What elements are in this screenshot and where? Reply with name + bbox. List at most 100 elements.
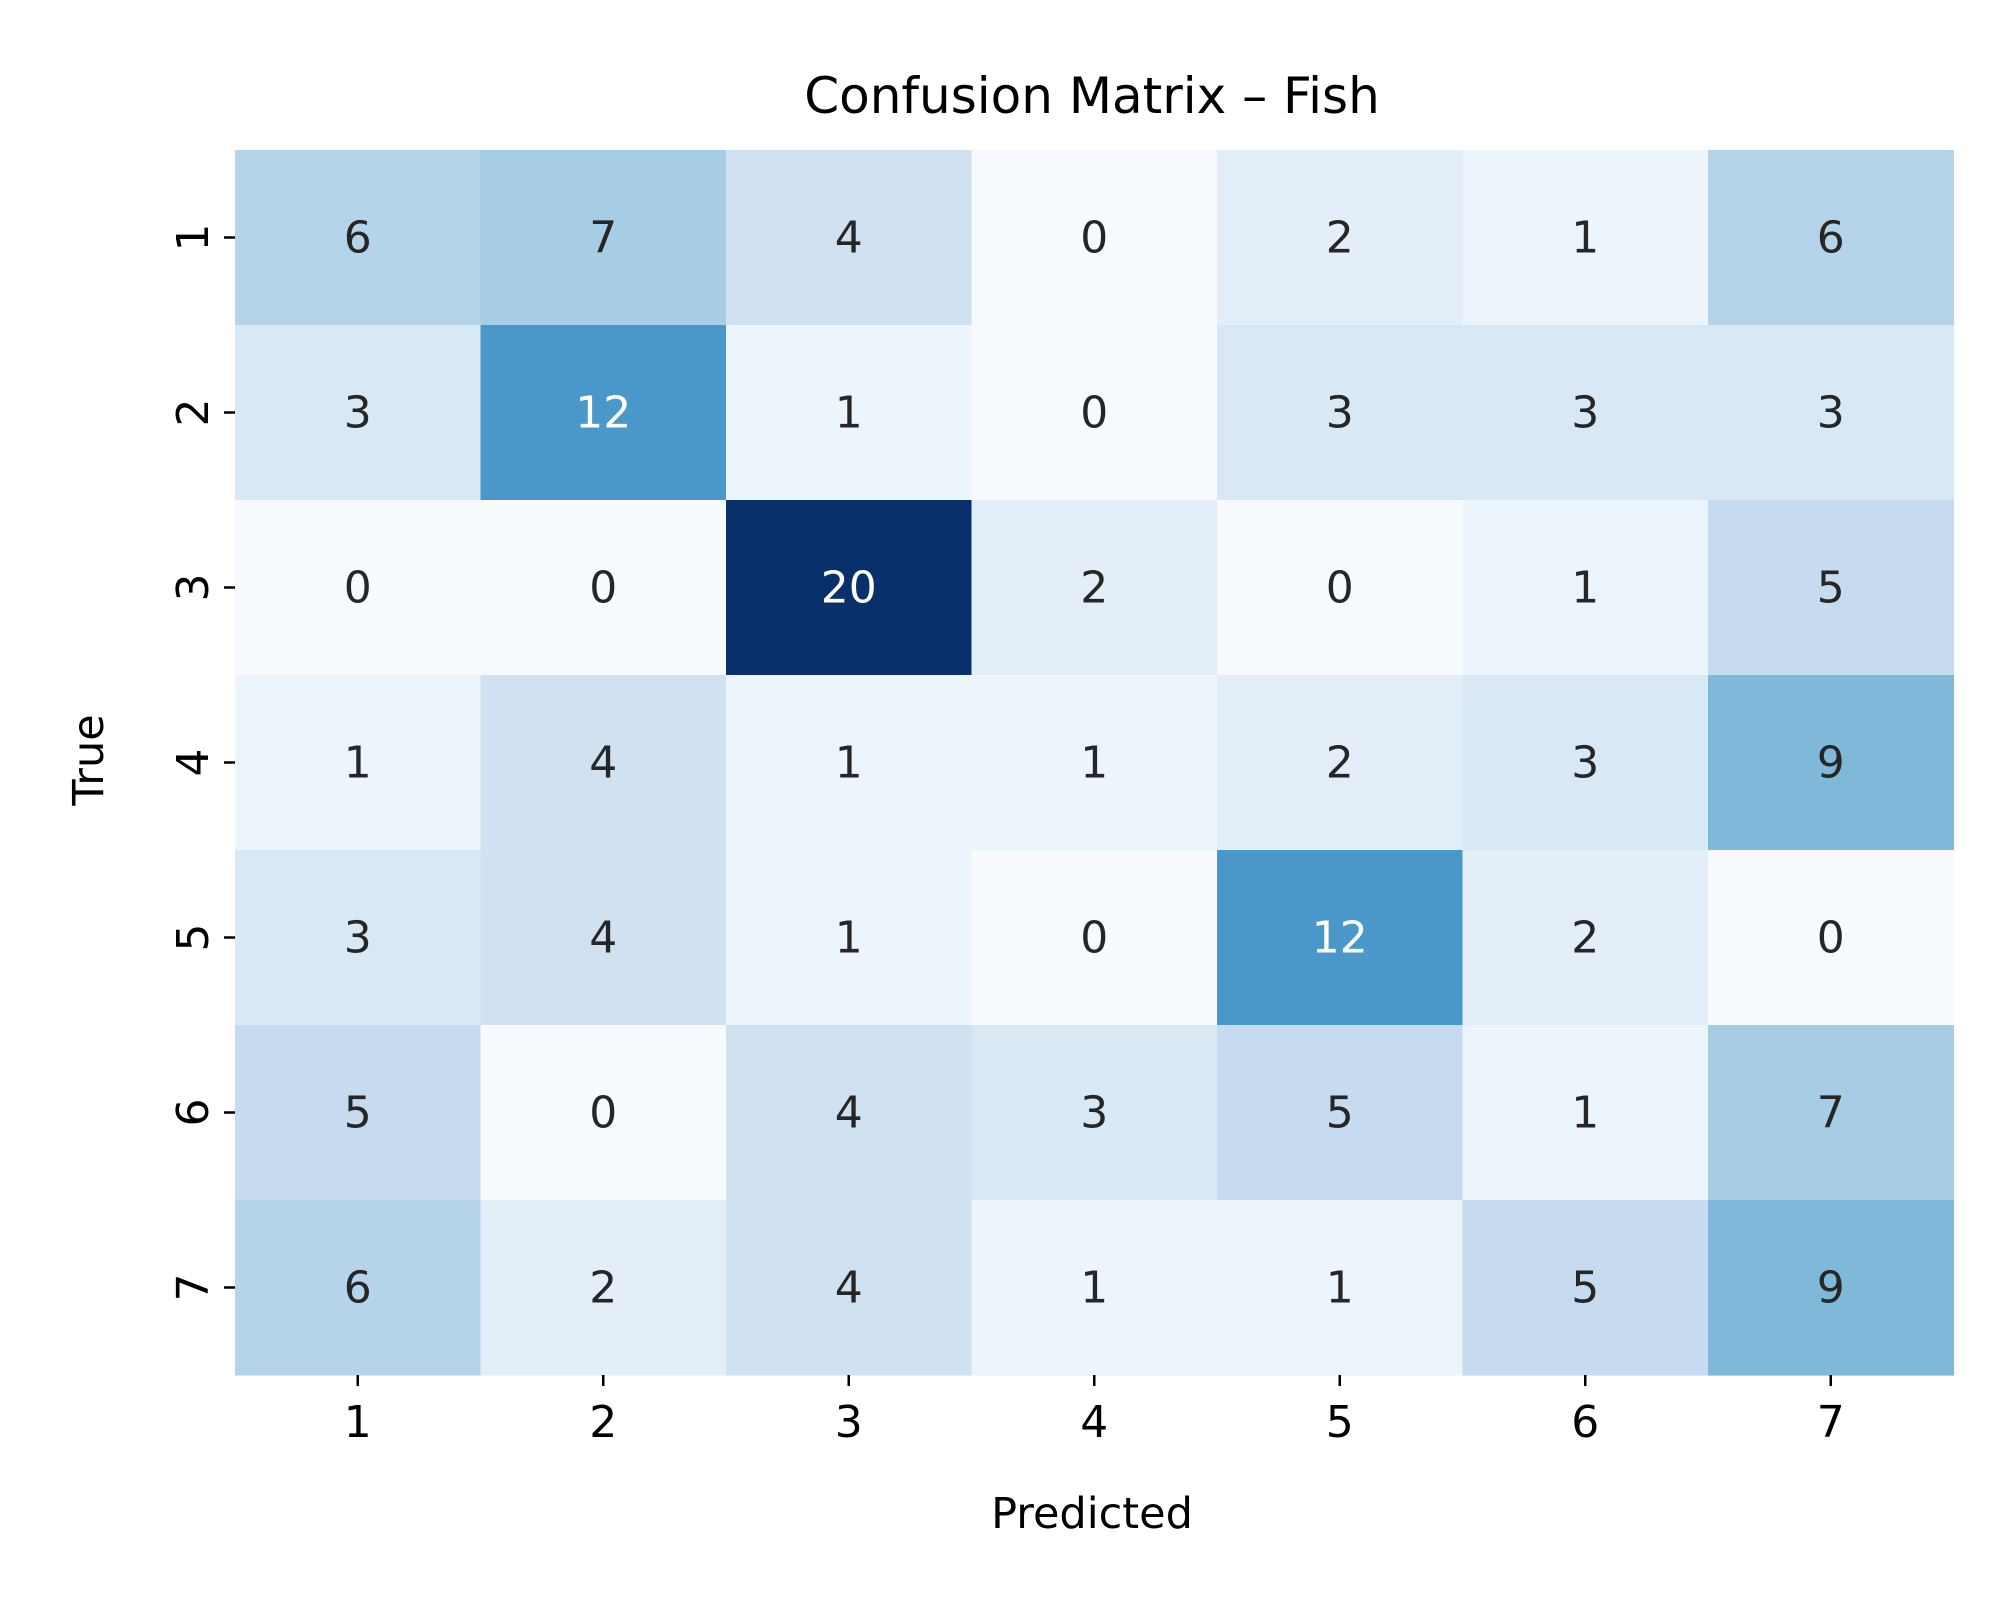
x-tick-label-2: 2 — [589, 1397, 617, 1448]
heatmap-cell-r5-c4 — [971, 850, 1218, 1026]
cell-value-label-r1-c6: 1 — [1571, 213, 1599, 264]
cell-value-label-r6-c2: 0 — [589, 1088, 617, 1139]
heatmap-cell-r2-c4 — [971, 325, 1218, 501]
cell-value-label-r5-c4: 0 — [1080, 913, 1108, 964]
heatmap-cell-r3-c7 — [1708, 500, 1955, 676]
cell-value-label-r2-c1: 3 — [344, 388, 372, 439]
heatmap-cell-r1-c5 — [1217, 150, 1464, 326]
chart-title: Confusion Matrix – Fish — [804, 67, 1380, 125]
heatmap-cell-r7-c2 — [480, 1200, 727, 1376]
cell-value-label-r5-c6: 2 — [1571, 913, 1599, 964]
heatmap-cell-r1-c7 — [1708, 150, 1955, 326]
cell-value-label-r2-c6: 3 — [1571, 388, 1599, 439]
cell-value-label-r1-c7: 6 — [1817, 213, 1845, 264]
cell-value-label-r1-c5: 2 — [1326, 213, 1354, 264]
cell-value-label-r4-c2: 4 — [589, 738, 617, 789]
heatmap-cell-r5-c2 — [480, 850, 727, 1026]
heatmap-cell-r4-c5 — [1217, 675, 1464, 851]
cell-labels: 6 7 4 0 2 1 63 12 1 0 3 3 30 0 20 2 0 1 51 4 1 1 2 3 93 4 1 0 12 2 05 0… — [344, 213, 1845, 1314]
cell-value-label-r5-c3: 1 — [835, 913, 863, 964]
heatmap-cell-r1-c1 — [235, 150, 482, 326]
heatmap-cell-r7-c5 — [1217, 1200, 1464, 1376]
heatmap-cell-r1-c6 — [1462, 150, 1709, 326]
cell-value-label-r2-c7: 3 — [1817, 388, 1845, 439]
x-tick-label-1: 1 — [344, 1397, 372, 1448]
heatmap-cell-r5-c5 — [1217, 850, 1464, 1026]
cell-value-label-r4-c3: 1 — [835, 738, 863, 789]
cell-value-label-r2-c4: 0 — [1080, 388, 1108, 439]
heatmap-cell-r4-c1 — [235, 675, 482, 851]
y-tick-label-3: 3 — [168, 574, 219, 602]
cell-value-label-r3-c3: 20 — [821, 563, 877, 614]
cell-value-label-r4-c7: 9 — [1817, 738, 1845, 789]
y-tick-label-4: 4 — [168, 749, 219, 777]
cell-value-label-r5-c1: 3 — [344, 913, 372, 964]
heatmap-cell-r5-c7 — [1708, 850, 1955, 1026]
cell-value-label-r6-c4: 3 — [1080, 1088, 1108, 1139]
heatmap-cell-r6-c3 — [726, 1025, 973, 1201]
y-axis: 1 2 3 4 5 6 7 — [168, 224, 235, 1302]
heatmap-cell-r6-c1 — [235, 1025, 482, 1201]
y-tick-label-2: 2 — [168, 399, 219, 427]
cell-value-label-r1-c4: 0 — [1080, 213, 1108, 264]
heatmap-cell-r2-c6 — [1462, 325, 1709, 501]
heatmap-cell-r3-c1 — [235, 500, 482, 676]
cell-value-label-r2-c2: 12 — [575, 388, 631, 439]
heatmap-cell-r2-c5 — [1217, 325, 1464, 501]
cell-value-label-r6-c1: 5 — [344, 1088, 372, 1139]
heatmap-cell-r6-c6 — [1462, 1025, 1709, 1201]
heatmap-cell-r2-c3 — [726, 325, 973, 501]
x-tick-label-3: 3 — [835, 1397, 863, 1448]
heatmap-cell-r6-c7 — [1708, 1025, 1955, 1201]
cell-value-label-r1-c1: 6 — [344, 213, 372, 264]
heatmap-cell-r3-c3 — [726, 500, 973, 676]
heatmap-cell-r3-c5 — [1217, 500, 1464, 676]
cell-value-label-r4-c5: 2 — [1326, 738, 1354, 789]
y-tick-label-6: 6 — [168, 1099, 219, 1127]
cell-value-label-r4-c6: 3 — [1571, 738, 1599, 789]
heatmap-cell-r5-c1 — [235, 850, 482, 1026]
x-tick-label-6: 6 — [1571, 1397, 1599, 1448]
heatmap-cell-r5-c6 — [1462, 850, 1709, 1026]
cell-value-label-r7-c1: 6 — [344, 1263, 372, 1314]
heatmap-cell-r6-c5 — [1217, 1025, 1464, 1201]
heatmap-cell-r4-c7 — [1708, 675, 1955, 851]
heatmap-cell-r1-c3 — [726, 150, 973, 326]
cell-value-label-r7-c3: 4 — [835, 1263, 863, 1314]
heatmap-cell-r1-c2 — [480, 150, 727, 326]
cell-value-label-r7-c4: 1 — [1080, 1263, 1108, 1314]
heatmap-cell-r6-c4 — [971, 1025, 1218, 1201]
heatmap-cell-r4-c3 — [726, 675, 973, 851]
y-axis-label: True — [64, 714, 114, 806]
heatmap-cell-r3-c2 — [480, 500, 727, 676]
x-tick-label-7: 7 — [1817, 1397, 1845, 1448]
heatmap-cell-r2-c7 — [1708, 325, 1955, 501]
cell-value-label-r5-c2: 4 — [589, 913, 617, 964]
cell-value-label-r3-c2: 0 — [589, 563, 617, 614]
heatmap-cell-r4-c4 — [971, 675, 1218, 851]
cell-value-label-r4-c4: 1 — [1080, 738, 1108, 789]
cell-value-label-r6-c7: 7 — [1817, 1088, 1845, 1139]
cell-value-label-r2-c3: 1 — [835, 388, 863, 439]
heatmap-cell-r7-c6 — [1462, 1200, 1709, 1376]
cell-value-label-r3-c1: 0 — [344, 563, 372, 614]
heatmap-cell-r2-c1 — [235, 325, 482, 501]
heatmap-cell-r7-c3 — [726, 1200, 973, 1376]
heatmap-cell-r7-c1 — [235, 1200, 482, 1376]
heatmap-cell-r5-c3 — [726, 850, 973, 1026]
cell-value-label-r1-c3: 4 — [835, 213, 863, 264]
cell-value-label-r6-c5: 5 — [1326, 1088, 1354, 1139]
heatmap-cell-r4-c2 — [480, 675, 727, 851]
heatmap-cell-r1-c4 — [971, 150, 1218, 326]
x-axis-label: Predicted — [991, 1489, 1193, 1539]
cell-value-label-r7-c7: 9 — [1817, 1263, 1845, 1314]
heatmap-cell-r7-c7 — [1708, 1200, 1955, 1376]
cell-value-label-r3-c7: 5 — [1817, 563, 1845, 614]
y-tick-label-5: 5 — [168, 924, 219, 952]
heatmap-cell-r7-c4 — [971, 1200, 1218, 1376]
cell-value-label-r5-c5: 12 — [1312, 913, 1368, 964]
heatmap-cell-r3-c6 — [1462, 500, 1709, 676]
y-tick-label-1: 1 — [168, 224, 219, 252]
cell-value-label-r6-c3: 4 — [835, 1088, 863, 1139]
